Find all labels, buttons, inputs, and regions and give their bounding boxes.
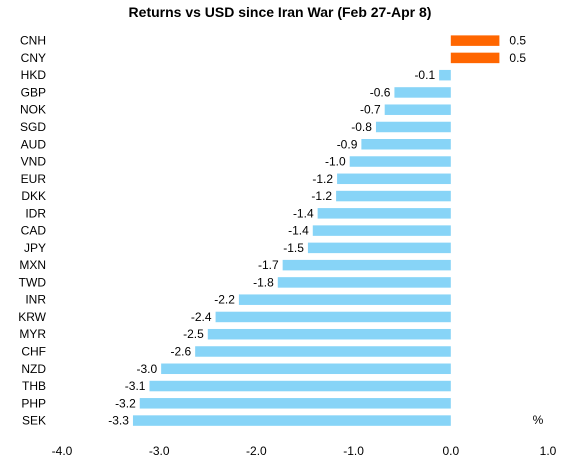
bar-thb: [149, 380, 451, 392]
unit-label: %: [533, 413, 544, 427]
bars-group: [132, 35, 500, 426]
value-label-nzd: -3.0: [136, 362, 157, 376]
bar-twd: [277, 277, 451, 288]
category-label-php: PHP: [21, 396, 46, 410]
value-label-mxn: -1.7: [258, 258, 279, 272]
category-label-chf: CHF: [21, 344, 46, 358]
value-labels: 0.5 0.5 -0.1 -0.6 -0.7 -0.8 -0.9 -1.0 -1.2 -1.2 -1…: [108, 34, 526, 428]
value-label-krw: -2.4: [191, 310, 212, 324]
bar-chf: [195, 346, 451, 357]
x-tick-label: -2.0: [246, 444, 267, 458]
category-label-inr: INR: [25, 293, 46, 307]
value-label-chf: -2.6: [170, 344, 191, 358]
x-tick-label: 0.0: [442, 444, 459, 458]
category-label-dkk: DKK: [21, 189, 46, 203]
bar-dkk: [336, 190, 451, 202]
value-label-thb: -3.1: [125, 379, 146, 393]
x-tick-label: -1.0: [343, 444, 364, 458]
value-label-cny: 0.5: [509, 51, 526, 65]
value-label-aud: -0.9: [337, 137, 358, 151]
bar-hkd: [439, 69, 451, 81]
value-label-sgd: -0.8: [351, 120, 372, 134]
value-label-idr: -1.4: [293, 206, 314, 220]
value-label-nok: -0.7: [360, 103, 381, 117]
bar-cad: [312, 225, 451, 236]
bar-php: [139, 398, 451, 409]
bar-krw: [215, 311, 451, 323]
value-label-cad: -1.4: [288, 224, 309, 238]
value-label-dkk: -1.2: [311, 189, 332, 203]
value-label-hkd: -0.1: [414, 68, 435, 82]
bar-aud: [361, 139, 451, 150]
bar-myr: [207, 328, 451, 340]
bar-idr: [317, 208, 451, 219]
value-label-vnd: -1.0: [325, 155, 346, 169]
bar-cnh: [450, 35, 500, 46]
value-label-myr: -2.5: [183, 327, 204, 341]
category-label-sek: SEK: [22, 414, 46, 428]
value-label-inr: -2.2: [214, 293, 235, 307]
value-label-eur: -1.2: [312, 172, 333, 186]
x-axis-tick-labels: -4.0 -3.0 -2.0 -1.0 0.0 1.0: [52, 444, 557, 458]
x-tick-label: -4.0: [52, 444, 73, 458]
chart-title: Returns vs USD since Iran War (Feb 27-Ap…: [129, 4, 432, 20]
category-label-eur: EUR: [21, 172, 47, 186]
bar-cny: [450, 52, 500, 64]
bar-inr: [238, 294, 451, 305]
bar-nzd: [161, 363, 451, 375]
value-label-gbp: -0.6: [370, 85, 391, 99]
category-label-myr: MYR: [19, 327, 46, 341]
bar-eur: [337, 173, 451, 185]
bar-gbp: [394, 87, 451, 98]
category-label-mxn: MXN: [19, 258, 46, 272]
value-label-sek: -3.3: [108, 414, 129, 428]
bar-sek: [132, 415, 451, 426]
category-label-thb: THB: [22, 379, 46, 393]
bar-mxn: [282, 259, 451, 271]
category-label-cny: CNY: [21, 51, 46, 65]
value-label-jpy: -1.5: [283, 241, 304, 255]
category-label-twd: TWD: [19, 275, 47, 289]
category-label-sgd: SGD: [20, 120, 46, 134]
value-label-cnh: 0.5: [509, 34, 526, 48]
bar-sgd: [375, 121, 451, 133]
category-label-nok: NOK: [20, 103, 46, 117]
category-label-nzd: NZD: [21, 362, 46, 376]
x-tick-label: -3.0: [149, 444, 170, 458]
bar-vnd: [349, 156, 451, 167]
category-label-vnd: VND: [21, 155, 47, 169]
bar-jpy: [307, 242, 451, 254]
category-label-cnh: CNH: [20, 34, 46, 48]
category-label-hkd: HKD: [21, 68, 47, 82]
category-label-idr: IDR: [25, 206, 46, 220]
category-label-cad: CAD: [21, 224, 47, 238]
value-label-php: -3.2: [115, 396, 136, 410]
category-label-gbp: GBP: [21, 85, 46, 99]
bar-nok: [384, 104, 451, 115]
category-label-krw: KRW: [18, 310, 46, 324]
category-labels: CNH CNY HKD GBP NOK SGD AUD VND EUR DKK IDR CAD JPY M…: [18, 34, 46, 428]
x-tick-label: 1.0: [540, 444, 557, 458]
value-label-twd: -1.8: [253, 275, 274, 289]
category-label-aud: AUD: [21, 137, 47, 151]
category-label-jpy: JPY: [24, 241, 46, 255]
